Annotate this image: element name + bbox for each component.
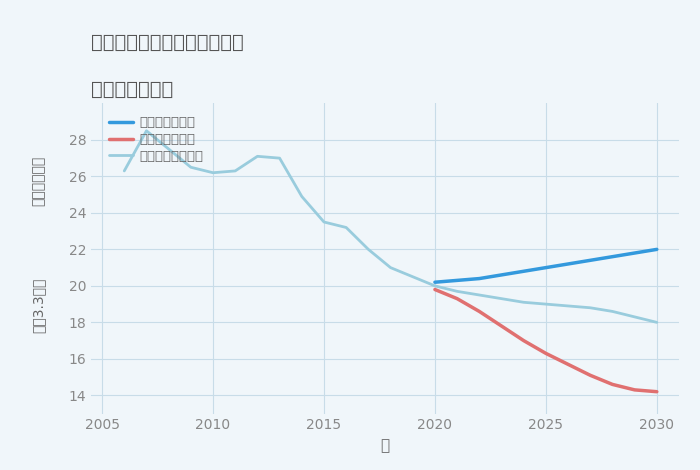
バッドシナリオ bbox=[430, 287, 439, 292]
Legend: グッドシナリオ, バッドシナリオ, ノーマルシナリオ: グッドシナリオ, バッドシナリオ, ノーマルシナリオ bbox=[109, 116, 204, 163]
グッドシナリオ bbox=[652, 247, 661, 252]
グッドシナリオ bbox=[586, 258, 594, 263]
ノーマルシナリオ bbox=[320, 219, 328, 225]
Text: 坪（3.3㎡）: 坪（3.3㎡） bbox=[31, 277, 45, 333]
グッドシナリオ bbox=[564, 261, 573, 267]
ノーマルシナリオ bbox=[120, 168, 129, 174]
Line: ノーマルシナリオ: ノーマルシナリオ bbox=[125, 131, 657, 322]
ノーマルシナリオ bbox=[231, 168, 239, 174]
ノーマルシナリオ bbox=[453, 289, 461, 294]
ノーマルシナリオ bbox=[586, 305, 594, 311]
バッドシナリオ bbox=[608, 382, 617, 387]
ノーマルシナリオ bbox=[209, 170, 217, 176]
ノーマルシナリオ bbox=[164, 146, 173, 152]
ノーマルシナリオ bbox=[564, 303, 573, 309]
バッドシナリオ bbox=[497, 323, 505, 329]
バッドシナリオ bbox=[453, 296, 461, 301]
ノーマルシナリオ bbox=[475, 292, 484, 298]
ノーマルシナリオ bbox=[253, 154, 262, 159]
ノーマルシナリオ bbox=[298, 194, 306, 199]
ノーマルシナリオ bbox=[342, 225, 351, 230]
バッドシナリオ bbox=[475, 309, 484, 314]
ノーマルシナリオ bbox=[497, 296, 505, 301]
ノーマルシナリオ bbox=[608, 309, 617, 314]
バッドシナリオ bbox=[586, 372, 594, 378]
バッドシナリオ bbox=[652, 389, 661, 394]
ノーマルシナリオ bbox=[519, 299, 528, 305]
Line: グッドシナリオ: グッドシナリオ bbox=[435, 250, 657, 282]
ノーマルシナリオ bbox=[142, 128, 150, 133]
Text: 土地の価格推移: 土地の価格推移 bbox=[91, 80, 174, 99]
グッドシナリオ bbox=[542, 265, 550, 270]
グッドシナリオ bbox=[519, 268, 528, 274]
ノーマルシナリオ bbox=[275, 155, 284, 161]
ノーマルシナリオ bbox=[631, 314, 639, 320]
ノーマルシナリオ bbox=[187, 164, 195, 170]
ノーマルシナリオ bbox=[364, 247, 372, 252]
バッドシナリオ bbox=[519, 338, 528, 344]
グッドシナリオ bbox=[453, 278, 461, 283]
バッドシナリオ bbox=[631, 387, 639, 393]
グッドシナリオ bbox=[497, 272, 505, 278]
グッドシナリオ bbox=[631, 250, 639, 256]
ノーマルシナリオ bbox=[386, 265, 395, 270]
グッドシナリオ bbox=[475, 276, 484, 282]
ノーマルシナリオ bbox=[430, 283, 439, 289]
X-axis label: 年: 年 bbox=[380, 438, 390, 453]
ノーマルシナリオ bbox=[652, 320, 661, 325]
バッドシナリオ bbox=[564, 361, 573, 367]
Text: 単価（万円）: 単価（万円） bbox=[31, 156, 45, 206]
Line: バッドシナリオ: バッドシナリオ bbox=[435, 290, 657, 392]
ノーマルシナリオ bbox=[409, 274, 417, 280]
グッドシナリオ bbox=[608, 254, 617, 259]
ノーマルシナリオ bbox=[542, 301, 550, 307]
グッドシナリオ bbox=[430, 279, 439, 285]
バッドシナリオ bbox=[542, 351, 550, 356]
Text: 岐阜県本巣郡北方町春来町の: 岐阜県本巣郡北方町春来町の bbox=[91, 33, 244, 52]
